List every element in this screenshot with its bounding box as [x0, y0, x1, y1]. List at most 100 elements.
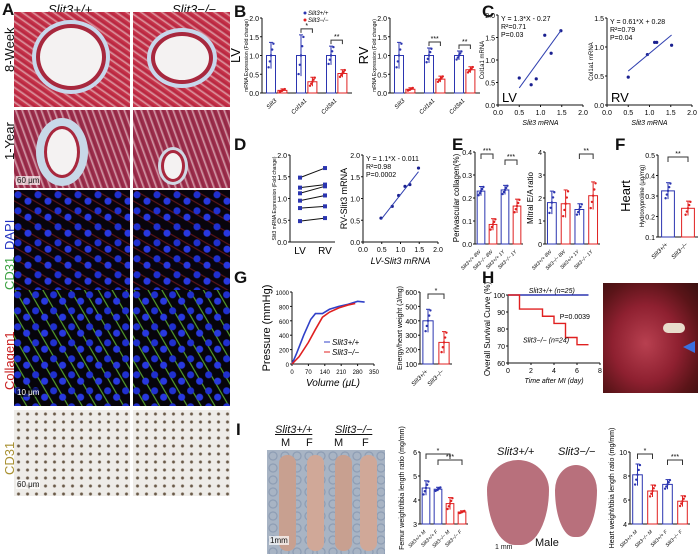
svg-text:Slit3: Slit3 — [394, 98, 407, 111]
chart-I-femur: 3 4 5 6 Femur weight/tibia length ratio (mg/… — [399, 426, 468, 550]
bone-sex-4: F — [362, 437, 369, 449]
svg-text:Slit3−/−: Slit3−/− — [332, 348, 359, 357]
scalebar-label: 60 μm — [16, 176, 41, 185]
chart-D-scatter: 0.0 0.5 1.0 1.5 2.0 0.0 0.5 1.0 1.5 2.0 RV-Slit3 m… — [339, 153, 443, 266]
svg-text:Y = 1.1*X - 0.011: Y = 1.1*X - 0.011 — [366, 156, 419, 163]
svg-text:R²=0.98: R²=0.98 — [366, 164, 391, 171]
svg-text:0.5: 0.5 — [623, 110, 633, 117]
svg-text:Energy/heart weight (J/mg): Energy/heart weight (J/mg) — [397, 286, 404, 370]
panel-letter-g: G — [234, 268, 248, 287]
svg-text:RV-Slit3 mRNA: RV-Slit3 mRNA — [339, 168, 349, 229]
svg-text:mRNA Expression (Fold change): mRNA Expression (Fold change) — [244, 19, 250, 92]
svg-text:0.3: 0.3 — [462, 173, 472, 180]
svg-text:0.3: 0.3 — [645, 194, 655, 201]
svg-text:Pressure (mmHg): Pressure (mmHg) — [261, 285, 273, 372]
micrograph-collagen-ko — [133, 290, 230, 406]
svg-text:R²=0.71: R²=0.71 — [501, 24, 526, 31]
svg-text:RV: RV — [356, 46, 371, 64]
svg-text:1.5: 1.5 — [414, 247, 424, 254]
micrograph-dapi-wt — [14, 190, 130, 292]
svg-text:Volume (μL): Volume (μL) — [306, 378, 360, 389]
svg-text:1.5: 1.5 — [485, 36, 495, 43]
chart-H-survival: 60 70 80 90 100 0 2 4 6 8 Overall Survival Curve (… — [483, 282, 602, 385]
svg-text:1000: 1000 — [276, 291, 290, 297]
svg-text:Slit3 mRNA Expression (Fold ch: Slit3 mRNA Expression (Fold change) — [272, 156, 278, 240]
svg-text:3: 3 — [413, 522, 417, 529]
micrograph-collagen-wt: 10 μm — [14, 290, 130, 406]
svg-text:1.0: 1.0 — [350, 197, 360, 204]
scalebar-label: 1mm — [269, 536, 289, 545]
svg-text:Col1a1 mRNA: Col1a1 mRNA — [480, 41, 486, 79]
svg-text:4: 4 — [623, 522, 627, 529]
svg-text:*: * — [437, 448, 440, 455]
svg-text:0: 0 — [290, 370, 294, 376]
svg-text:Slit3: Slit3 — [266, 98, 279, 111]
svg-text:0: 0 — [538, 242, 542, 249]
svg-text:Slit3+/+: Slit3+/+ — [651, 242, 670, 261]
svg-text:Slit3−/− (n=24): Slit3−/− (n=24) — [523, 338, 569, 345]
bone-sex-1: M — [281, 437, 291, 449]
svg-text:0: 0 — [286, 363, 290, 369]
svg-text:Col3a1: Col3a1 — [321, 98, 339, 116]
svg-text:Perivascular collagen(%): Perivascular collagen(%) — [452, 153, 461, 242]
svg-text:4: 4 — [552, 368, 556, 375]
svg-text:1.0: 1.0 — [485, 58, 495, 65]
svg-text:2.0: 2.0 — [687, 110, 697, 117]
svg-text:0.0: 0.0 — [377, 91, 387, 98]
svg-text:1.5: 1.5 — [666, 110, 676, 117]
svg-text:0.2: 0.2 — [645, 215, 655, 222]
svg-text:600: 600 — [405, 290, 417, 297]
bone-sex-3: M — [334, 437, 344, 449]
svg-text:8: 8 — [598, 368, 602, 375]
svg-text:0.2: 0.2 — [462, 196, 472, 203]
svg-text:0: 0 — [506, 368, 510, 375]
heart-scale: 1 mm — [495, 544, 513, 551]
svg-text:3: 3 — [538, 173, 542, 180]
heart-caption: Male — [535, 537, 559, 549]
svg-text:*: * — [644, 448, 647, 455]
svg-text:1.5: 1.5 — [350, 175, 360, 182]
svg-text:0.0: 0.0 — [277, 240, 287, 247]
svg-text:4: 4 — [413, 498, 417, 505]
panel-letter-f: F — [615, 135, 626, 154]
svg-text:***: *** — [431, 36, 439, 43]
svg-text:200: 200 — [405, 348, 417, 355]
svg-text:8: 8 — [623, 474, 627, 481]
svg-text:80: 80 — [497, 327, 505, 334]
svg-text:Femur weight/tibia length rati: Femur weight/tibia length ratio (mg/mm) — [399, 426, 406, 550]
svg-text:RV: RV — [318, 246, 332, 257]
micrograph-8w-wt — [14, 12, 130, 107]
svg-text:1.5: 1.5 — [249, 35, 259, 42]
chart-C-RV: 0.0 0.5 1.0 1.5 0.0 0.5 1.0 1.5 2.0 Col1a1 mRNA Sl… — [589, 16, 697, 127]
panel-letter-a: A — [2, 0, 15, 19]
svg-text:2: 2 — [529, 368, 533, 375]
svg-text:Slit3 mRNA: Slit3 mRNA — [631, 120, 668, 127]
svg-text:Slit3+/+: Slit3+/+ — [332, 338, 359, 347]
svg-text:1.0: 1.0 — [396, 247, 406, 254]
svg-text:**: ** — [334, 34, 340, 41]
svg-text:350: 350 — [369, 370, 380, 376]
panel-letter-i: I — [236, 420, 241, 439]
femur-photo: 1mm — [267, 450, 385, 554]
svg-text:0.5: 0.5 — [350, 218, 360, 225]
scalebar-label: 10 μm — [16, 388, 41, 397]
panel-letter-b: B — [234, 2, 247, 21]
svg-text:P=0.04: P=0.04 — [610, 35, 632, 42]
svg-text:0.5: 0.5 — [277, 218, 287, 225]
chart-C-LV: 0.0 0.5 1.0 1.5 2.0 0.0 0.5 1.0 1.5 2.0 Col1a1 mRN… — [480, 13, 588, 127]
svg-text:Hydroxyproline (μg/mg): Hydroxyproline (μg/mg) — [640, 165, 646, 227]
svg-text:2.0: 2.0 — [377, 16, 387, 23]
svg-text:Y = 0.61*X + 0.28: Y = 0.61*X + 0.28 — [610, 19, 665, 26]
svg-text:Slit3−/− F: Slit3−/− F — [665, 529, 685, 549]
micrograph-1y-wt: 60 μm — [14, 110, 130, 188]
svg-text:6: 6 — [575, 368, 579, 375]
svg-text:0.0: 0.0 — [485, 103, 495, 110]
svg-text:Col1a1: Col1a1 — [291, 98, 309, 116]
svg-text:2.0: 2.0 — [249, 16, 259, 23]
svg-text:2.0: 2.0 — [350, 153, 360, 160]
svg-text:**: ** — [675, 151, 681, 158]
svg-text:0.0: 0.0 — [350, 240, 360, 247]
svg-text:1.0: 1.0 — [536, 110, 546, 117]
